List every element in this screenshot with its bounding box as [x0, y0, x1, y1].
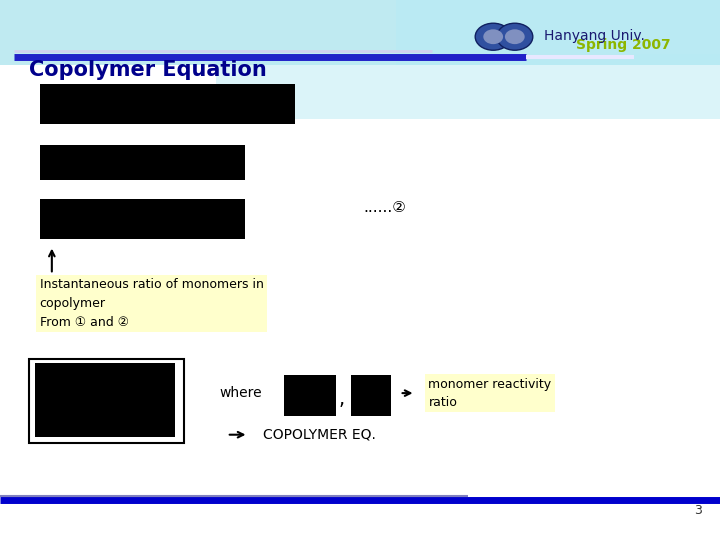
Circle shape	[475, 23, 511, 50]
Bar	[40, 199, 245, 239]
Text: ......②: ......②	[364, 200, 407, 215]
Text: where: where	[220, 386, 263, 400]
Bar	[284, 375, 336, 416]
Text: monomer reactivity
ratio: monomer reactivity ratio	[428, 377, 552, 409]
Circle shape	[483, 29, 503, 44]
Bar	[35, 363, 175, 437]
Text: ,: ,	[339, 390, 345, 409]
Text: 3: 3	[694, 504, 702, 517]
Text: Spring 2007: Spring 2007	[576, 38, 670, 52]
Circle shape	[505, 29, 525, 44]
Text: Hanyang Univ.: Hanyang Univ.	[544, 29, 644, 43]
Text: Instantaneous ratio of monomers in
copolymer
From ① and ②: Instantaneous ratio of monomers in copol…	[40, 278, 264, 329]
Bar	[0, 65, 720, 502]
Bar	[40, 84, 295, 124]
Bar	[40, 145, 245, 180]
Bar	[29, 359, 184, 443]
Bar	[0, 0, 720, 97]
Bar	[351, 375, 391, 416]
Text: COPOLYMER EQ.: COPOLYMER EQ.	[263, 428, 376, 442]
Bar	[396, 0, 720, 119]
Circle shape	[497, 23, 533, 50]
Bar	[216, 54, 720, 119]
Bar	[0, 0, 396, 76]
Text: Copolymer Equation: Copolymer Equation	[29, 60, 266, 80]
